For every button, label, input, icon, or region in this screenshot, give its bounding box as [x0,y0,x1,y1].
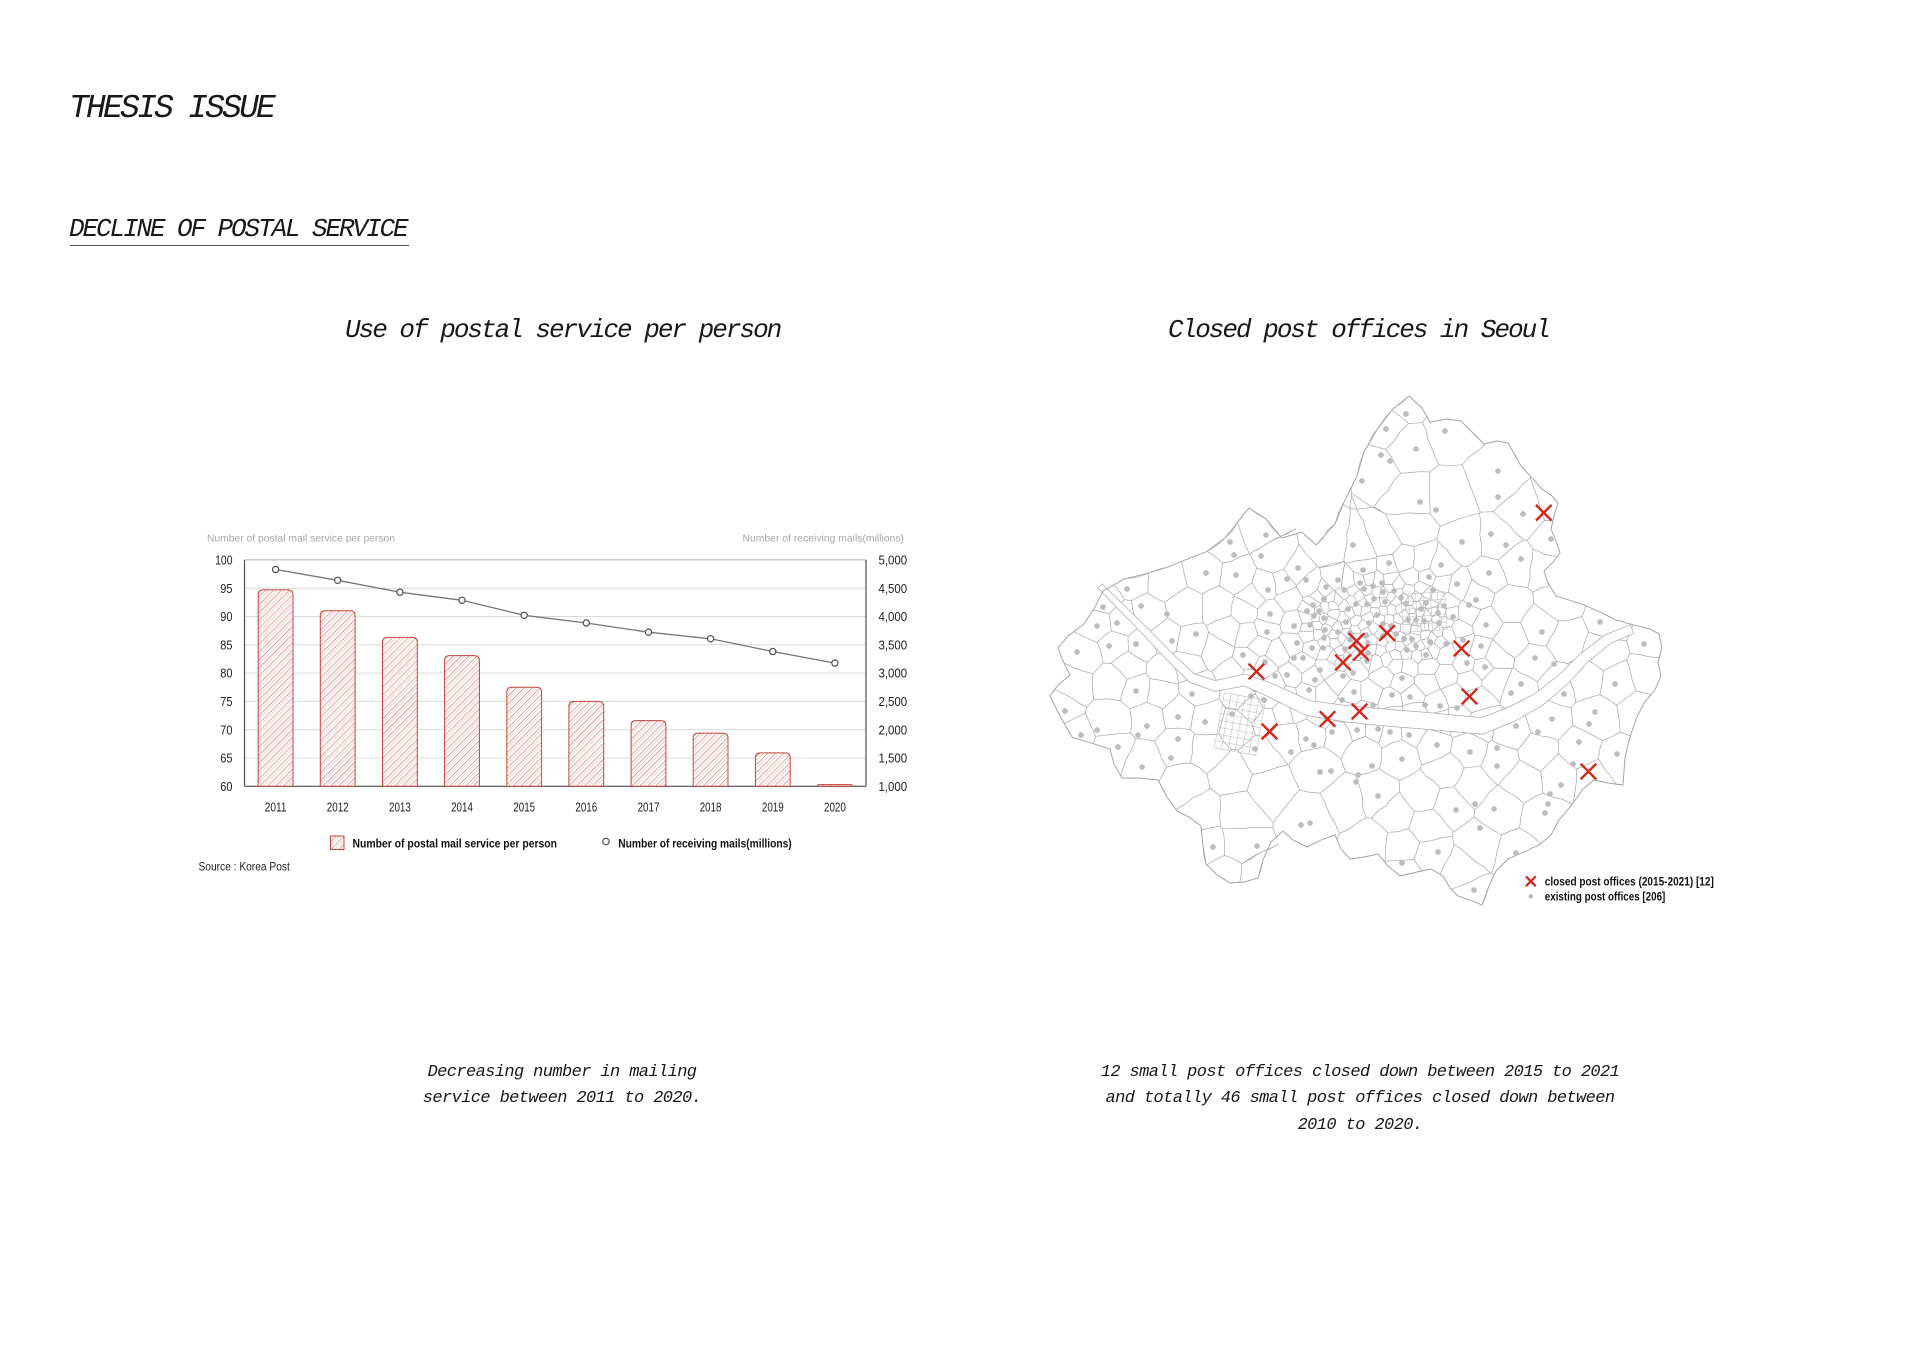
svg-text:80: 80 [220,667,232,681]
svg-text:85: 85 [220,638,232,652]
svg-text:closed post offices (2015-2021: closed post offices (2015-2021) [12] [1545,875,1714,889]
svg-text:2,500: 2,500 [879,694,908,709]
svg-text:2016: 2016 [575,800,597,815]
svg-text:Source : Korea Post: Source : Korea Post [199,859,291,873]
svg-text:1,000: 1,000 [879,779,908,794]
svg-text:Number of postal mail service: Number of postal mail service per person [353,837,558,851]
svg-text:1,500: 1,500 [879,751,908,766]
svg-text:5,000: 5,000 [879,553,908,568]
svg-text:2014: 2014 [451,800,473,815]
svg-text:2015: 2015 [513,800,535,815]
svg-text:2012: 2012 [327,800,349,815]
svg-text:2019: 2019 [762,800,784,815]
svg-text:4,000: 4,000 [879,609,908,624]
svg-text:existing post offices [206]: existing post offices [206] [1545,889,1666,903]
svg-text:2013: 2013 [389,800,411,815]
svg-text:95: 95 [220,582,232,596]
svg-text:90: 90 [220,610,232,624]
svg-text:75: 75 [220,695,232,709]
svg-text:3,000: 3,000 [879,666,908,681]
svg-text:65: 65 [220,752,232,766]
svg-text:100: 100 [215,554,232,568]
svg-text:3,500: 3,500 [879,637,908,652]
svg-text:70: 70 [220,723,232,737]
svg-text:2018: 2018 [700,800,722,815]
svg-text:2,000: 2,000 [879,722,908,737]
svg-text:Number of receiving mails(mill: Number of receiving mails(millions) [743,533,905,545]
svg-text:60: 60 [220,780,232,794]
svg-text:2011: 2011 [265,800,287,815]
svg-text:2017: 2017 [638,800,660,815]
svg-text:Number of receiving mails(mill: Number of receiving mails(millions) [618,837,791,851]
svg-text:2020: 2020 [824,800,846,815]
svg-text:4,500: 4,500 [879,581,908,596]
svg-text:Number of postal mail service: Number of postal mail service per person [207,533,395,545]
